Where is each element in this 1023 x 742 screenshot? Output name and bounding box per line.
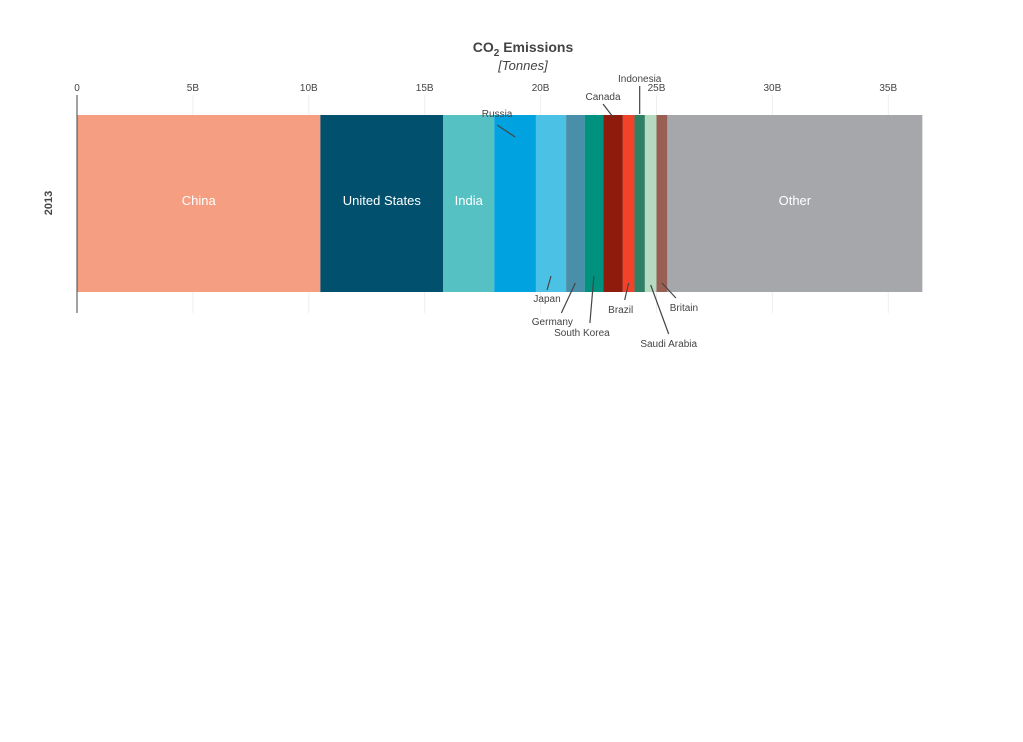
bar-segment-other — [667, 115, 923, 292]
annotation-leader-canada — [602, 103, 614, 118]
chart-title: CO2 Emissions — [473, 39, 574, 59]
bar-segment-brazil — [622, 115, 635, 292]
annotation-label-saudi-arabia: Saudi Arabia — [640, 339, 697, 350]
annotation-leader-south-korea — [589, 275, 595, 324]
title-rest: Emissions — [499, 39, 573, 55]
x-tick-label: 10B — [300, 83, 318, 94]
x-tick-label: 15B — [416, 83, 434, 94]
x-tick-label: 0 — [74, 83, 80, 94]
bar-segment-china — [77, 115, 321, 292]
x-tick-label: 20B — [532, 83, 550, 94]
annotation-leader-germany — [560, 282, 576, 314]
bar-segment-japan — [535, 115, 567, 292]
annotation-label-russia: Russia — [482, 109, 513, 120]
segment-label-united-states: United States — [343, 193, 422, 208]
x-axis-ticks: 0 5B 10B 15B 20B 25B 30B 35B — [74, 83, 897, 94]
annotation-label-germany: Germany — [532, 317, 573, 328]
bar-segment-britain — [656, 115, 668, 292]
annotation-leader-brazil — [624, 282, 630, 301]
annotation-label-britain: Britain — [670, 303, 698, 314]
annotation-leader-russia — [496, 124, 516, 138]
title-subscript: 2 — [494, 48, 500, 59]
annotation-label-japan: Japan — [533, 294, 560, 305]
chart-subtitle: [Tonnes] — [497, 58, 548, 73]
segment-label-india: India — [455, 193, 484, 208]
x-tick-label: 30B — [763, 83, 781, 94]
x-tick-label: 25B — [648, 83, 666, 94]
annotation-leader-britain — [661, 282, 677, 299]
y-category-label: 2013 — [43, 191, 55, 215]
annotation-label-canada: Canada — [586, 92, 621, 103]
bar-segment-saudi-arabia — [644, 115, 657, 292]
annotation-label-indonesia: Indonesia — [618, 74, 662, 85]
bar-segment-russia — [494, 115, 536, 292]
bar-segment-united-states — [320, 115, 444, 292]
annotation-leader-saudi-arabia — [650, 284, 670, 335]
bar-segment-canada — [603, 115, 623, 292]
bar-segment-indonesia — [634, 115, 645, 292]
x-tick-label: 5B — [187, 83, 200, 94]
bar-segment-india — [443, 115, 495, 292]
annotation-label-brazil: Brazil — [608, 305, 633, 316]
annotation-leader-japan — [546, 275, 552, 291]
bar-segment-germany — [566, 115, 585, 292]
segment-label-china: China — [182, 193, 217, 208]
bar-segment-south-korea — [584, 115, 604, 292]
annotation-label-south-korea: South Korea — [554, 328, 610, 339]
title-main: CO — [473, 39, 494, 55]
segment-labels: China United States India Other — [182, 193, 812, 208]
stacked-bar — [77, 115, 923, 292]
segment-label-other: Other — [779, 193, 812, 208]
x-tick-label: 35B — [879, 83, 897, 94]
